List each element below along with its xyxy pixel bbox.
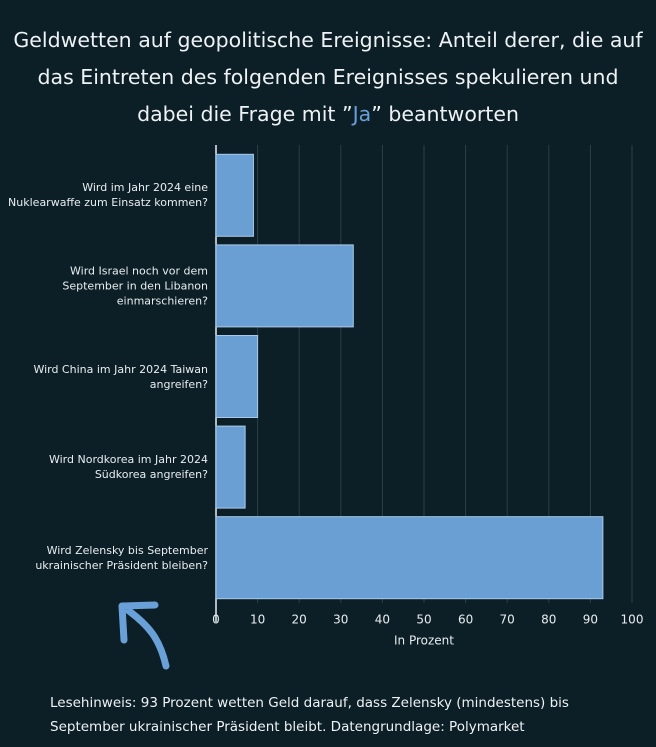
bar bbox=[215, 516, 604, 600]
x-axis-label: In Prozent bbox=[394, 634, 454, 648]
bar bbox=[215, 335, 259, 418]
y-tick-label: Wird im Jahr 2024 eine Nuklearwaffe zum … bbox=[8, 181, 208, 210]
x-tick-label: 40 bbox=[375, 613, 390, 627]
x-tick-label: 80 bbox=[541, 613, 556, 627]
x-tick-label: 50 bbox=[416, 613, 431, 627]
y-tick-label: Wird China im Jahr 2024 Taiwan angreifen… bbox=[33, 362, 208, 391]
bar bbox=[215, 425, 246, 509]
bar bbox=[215, 153, 254, 237]
footnote: Lesehinweis: 93 Prozent wetten Geld dara… bbox=[50, 695, 569, 735]
x-tick-label: 10 bbox=[250, 613, 265, 627]
x-tick-label: 90 bbox=[583, 613, 598, 627]
y-tick-label: Wird Israel noch vor dem September in de… bbox=[62, 264, 208, 308]
x-tick-label: 60 bbox=[458, 613, 473, 627]
title-part: Geldwetten auf geopolitische Ereignisse:… bbox=[13, 28, 643, 126]
x-tick-label: 30 bbox=[333, 613, 348, 627]
x-tick-label: 100 bbox=[621, 613, 644, 627]
bar bbox=[215, 244, 354, 328]
x-tick-label: 70 bbox=[500, 613, 515, 627]
y-tick-label: Wird Zelensky bis September ukrainischer… bbox=[35, 543, 208, 572]
arrow-decoration bbox=[118, 601, 170, 670]
y-tick-label: Wird Nordkorea im Jahr 2024 Südkorea ang… bbox=[48, 453, 208, 482]
title-part: ” beantworten bbox=[371, 102, 519, 126]
chart-title: Geldwetten auf geopolitische Ereignisse:… bbox=[10, 22, 646, 133]
title-highlight: Ja bbox=[352, 102, 372, 126]
x-tick-label: 20 bbox=[292, 613, 307, 627]
